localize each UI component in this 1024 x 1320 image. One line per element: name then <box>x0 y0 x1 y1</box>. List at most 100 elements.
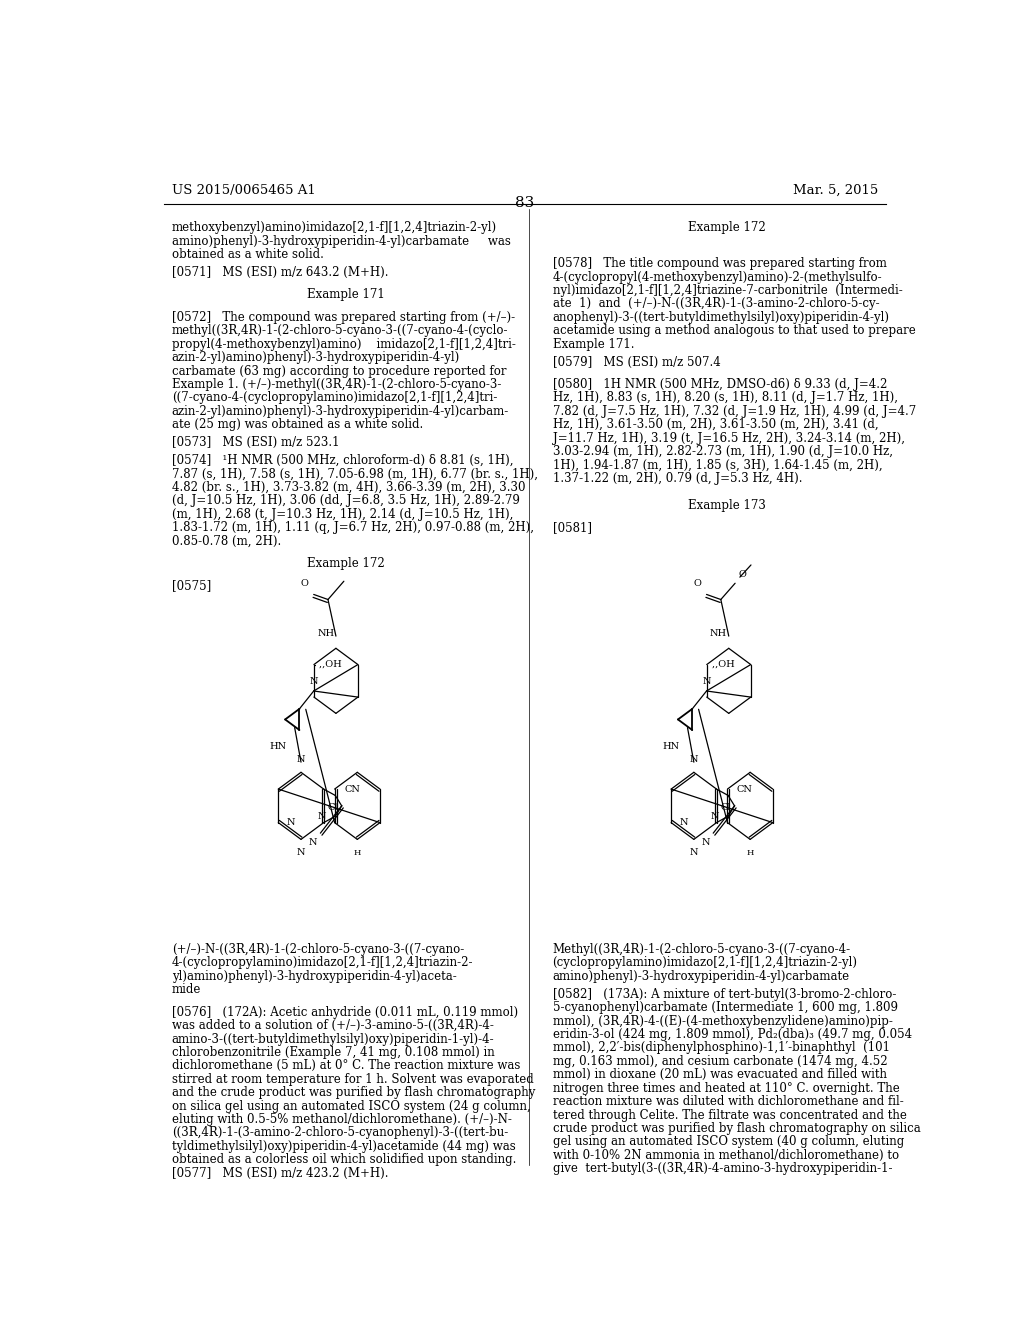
Text: [0574]   ¹H NMR (500 MHz, chloroform-d) δ 8.81 (s, 1H),: [0574] ¹H NMR (500 MHz, chloroform-d) δ … <box>172 454 513 467</box>
Text: Example 171.: Example 171. <box>553 338 634 351</box>
Text: Methyl((3R,4R)-1-(2-chloro-5-cyano-3-((7-cyano-4-: Methyl((3R,4R)-1-(2-chloro-5-cyano-3-((7… <box>553 942 851 956</box>
Text: stirred at room temperature for 1 h. Solvent was evaporated: stirred at room temperature for 1 h. Sol… <box>172 1073 534 1086</box>
Text: 5-cyanophenyl)carbamate (Intermediate 1, 600 mg, 1.809: 5-cyanophenyl)carbamate (Intermediate 1,… <box>553 1001 898 1014</box>
Text: was added to a solution of (+/–)-3-amino-5-((3R,4R)-4-: was added to a solution of (+/–)-3-amino… <box>172 1019 494 1032</box>
Text: O: O <box>693 579 701 589</box>
Text: N: N <box>689 755 698 764</box>
Text: [0577]   MS (ESI) m/z 423.2 (M+H).: [0577] MS (ESI) m/z 423.2 (M+H). <box>172 1167 388 1180</box>
Text: Example 1. (+/–)-methyl((3R,4R)-1-(2-chloro-5-cyano-3-: Example 1. (+/–)-methyl((3R,4R)-1-(2-chl… <box>172 378 501 391</box>
Text: nyl)imidazo[2,1-f][1,2,4]triazine-7-carbonitrile  (Intermedi-: nyl)imidazo[2,1-f][1,2,4]triazine-7-carb… <box>553 284 902 297</box>
Text: (+/–)-N-((3R,4R)-1-(2-chloro-5-cyano-3-((7-cyano-: (+/–)-N-((3R,4R)-1-(2-chloro-5-cyano-3-(… <box>172 942 464 956</box>
Text: N: N <box>287 818 295 828</box>
Text: N: N <box>689 847 698 857</box>
Text: Example 173: Example 173 <box>688 499 766 512</box>
Text: O: O <box>300 579 308 589</box>
Text: Hz, 1H), 8.83 (s, 1H), 8.20 (s, 1H), 8.11 (d, J=1.7 Hz, 1H),: Hz, 1H), 8.83 (s, 1H), 8.20 (s, 1H), 8.1… <box>553 391 898 404</box>
Text: and the crude product was purified by flash chromatography: and the crude product was purified by fl… <box>172 1086 535 1100</box>
Text: Example 171: Example 171 <box>307 289 385 301</box>
Text: (cyclopropylamino)imidazo[2,1-f][1,2,4]triazin-2-yl): (cyclopropylamino)imidazo[2,1-f][1,2,4]t… <box>553 957 857 969</box>
Text: acetamide using a method analogous to that used to prepare: acetamide using a method analogous to th… <box>553 325 915 338</box>
Text: HN: HN <box>663 742 680 751</box>
Text: give  tert-butyl(3-((3R,4R)-4-amino-3-hydroxypiperidin-1-: give tert-butyl(3-((3R,4R)-4-amino-3-hyd… <box>553 1162 892 1175</box>
Text: anophenyl)-3-((tert-butyldimethylsilyl)oxy)piperidin-4-yl): anophenyl)-3-((tert-butyldimethylsilyl)o… <box>553 312 890 323</box>
Text: J=11.7 Hz, 1H), 3.19 (t, J=16.5 Hz, 2H), 3.24-3.14 (m, 2H),: J=11.7 Hz, 1H), 3.19 (t, J=16.5 Hz, 2H),… <box>553 432 904 445</box>
Text: yl)amino)phenyl)-3-hydroxypiperidin-4-yl)aceta-: yl)amino)phenyl)-3-hydroxypiperidin-4-yl… <box>172 970 457 983</box>
Text: methyl((3R,4R)-1-(2-chloro-5-cyano-3-((7-cyano-4-(cyclo-: methyl((3R,4R)-1-(2-chloro-5-cyano-3-((7… <box>172 325 508 338</box>
Text: CN: CN <box>344 784 360 793</box>
Text: NH: NH <box>710 630 727 638</box>
Text: crude product was purified by flash chromatography on silica: crude product was purified by flash chro… <box>553 1122 921 1135</box>
Text: [0576]   (172A): Acetic anhydride (0.011 mL, 0.119 mmol): [0576] (172A): Acetic anhydride (0.011 m… <box>172 1006 518 1019</box>
Text: HN: HN <box>269 742 287 751</box>
Text: methoxybenzyl)amino)imidazo[2,1-f][1,2,4]triazin-2-yl): methoxybenzyl)amino)imidazo[2,1-f][1,2,4… <box>172 222 497 235</box>
Text: on silica gel using an automated ISCO system (24 g column,: on silica gel using an automated ISCO sy… <box>172 1100 530 1113</box>
Text: N: N <box>308 838 317 847</box>
Text: N: N <box>309 677 318 686</box>
Text: CN: CN <box>737 784 753 793</box>
Text: 1.83-1.72 (m, 1H), 1.11 (q, J=6.7 Hz, 2H), 0.97-0.88 (m, 2H),: 1.83-1.72 (m, 1H), 1.11 (q, J=6.7 Hz, 2H… <box>172 521 534 535</box>
Text: 4-(cyclopropylamino)imidazo[2,1-f][1,2,4]triazin-2-: 4-(cyclopropylamino)imidazo[2,1-f][1,2,4… <box>172 957 473 969</box>
Text: N: N <box>701 838 710 847</box>
Text: (d, J=10.5 Hz, 1H), 3.06 (dd, J=6.8, 3.5 Hz, 1H), 2.89-2.79: (d, J=10.5 Hz, 1H), 3.06 (dd, J=6.8, 3.5… <box>172 494 519 507</box>
Text: ,,​OH: ,,​OH <box>712 660 734 669</box>
Text: ((3R,4R)-1-(3-amino-2-chloro-5-cyanophenyl)-3-((tert-bu-: ((3R,4R)-1-(3-amino-2-chloro-5-cyanophen… <box>172 1126 508 1139</box>
Text: ate (25 mg) was obtained as a white solid.: ate (25 mg) was obtained as a white soli… <box>172 418 423 432</box>
Text: Hz, 1H), 3.61-3.50 (m, 2H), 3.61-3.50 (m, 2H), 3.41 (d,: Hz, 1H), 3.61-3.50 (m, 2H), 3.61-3.50 (m… <box>553 418 879 432</box>
Text: amino)phenyl)-3-hydroxypiperidin-4-yl)carbamate: amino)phenyl)-3-hydroxypiperidin-4-yl)ca… <box>553 970 850 983</box>
Text: 83: 83 <box>515 195 535 210</box>
Text: 1.37-1.22 (m, 2H), 0.79 (d, J=5.3 Hz, 4H).: 1.37-1.22 (m, 2H), 0.79 (d, J=5.3 Hz, 4H… <box>553 471 802 484</box>
Text: Cl: Cl <box>328 804 338 812</box>
Text: obtained as a colorless oil which solidified upon standing.: obtained as a colorless oil which solidi… <box>172 1154 516 1167</box>
Text: mmol), (3R,4R)-4-((E)-(4-methoxybenzylidene)amino)pip-: mmol), (3R,4R)-4-((E)-(4-methoxybenzylid… <box>553 1015 893 1027</box>
Text: H: H <box>353 849 361 857</box>
Text: eridin-3-ol (424 mg, 1.809 mmol), Pd₂(dba)₃ (49.7 mg, 0.054: eridin-3-ol (424 mg, 1.809 mmol), Pd₂(db… <box>553 1028 911 1041</box>
Text: NH: NH <box>317 630 334 638</box>
Text: [0581]: [0581] <box>553 521 592 535</box>
Text: amino)phenyl)-3-hydroxypiperidin-4-yl)carbamate     was: amino)phenyl)-3-hydroxypiperidin-4-yl)ca… <box>172 235 511 248</box>
Text: N: N <box>679 818 687 828</box>
Text: 0.85-0.78 (m, 2H).: 0.85-0.78 (m, 2H). <box>172 535 281 548</box>
Text: Example 172: Example 172 <box>688 222 766 235</box>
Text: mide: mide <box>172 983 201 997</box>
Text: mmol) in dioxane (20 mL) was evacuated and filled with: mmol) in dioxane (20 mL) was evacuated a… <box>553 1068 887 1081</box>
Text: azin-2-yl)amino)phenyl)-3-hydroxypiperidin-4-yl): azin-2-yl)amino)phenyl)-3-hydroxypiperid… <box>172 351 460 364</box>
Text: 4.82 (br. s., 1H), 3.73-3.82 (m, 4H), 3.66-3.39 (m, 2H), 3.30: 4.82 (br. s., 1H), 3.73-3.82 (m, 4H), 3.… <box>172 480 525 494</box>
Text: O: O <box>738 570 746 579</box>
Text: [0582]   (173A): A mixture of tert-butyl(3-bromo-2-chloro-: [0582] (173A): A mixture of tert-butyl(3… <box>553 987 896 1001</box>
Text: [0575]: [0575] <box>172 579 211 593</box>
Text: ((7-cyano-4-(cyclopropylamino)imidazo[2,1-f][1,2,4]tri-: ((7-cyano-4-(cyclopropylamino)imidazo[2,… <box>172 391 497 404</box>
Text: 7.82 (d, J=7.5 Hz, 1H), 7.32 (d, J=1.9 Hz, 1H), 4.99 (d, J=4.7: 7.82 (d, J=7.5 Hz, 1H), 7.32 (d, J=1.9 H… <box>553 405 915 417</box>
Text: Example 172: Example 172 <box>307 557 385 570</box>
Text: with 0-10% 2N ammonia in methanol/dichloromethane) to: with 0-10% 2N ammonia in methanol/dichlo… <box>553 1148 899 1162</box>
Text: reaction mixture was diluted with dichloromethane and fil-: reaction mixture was diluted with dichlo… <box>553 1096 903 1107</box>
Text: Cl: Cl <box>721 804 731 812</box>
Text: Mar. 5, 2015: Mar. 5, 2015 <box>793 183 878 197</box>
Text: mmol), 2,2′-bis(diphenylphosphino)-1,1′-binaphthyl  (101: mmol), 2,2′-bis(diphenylphosphino)-1,1′-… <box>553 1041 890 1055</box>
Text: [0579]   MS (ESI) m/z 507.4: [0579] MS (ESI) m/z 507.4 <box>553 355 720 368</box>
Text: [0571]   MS (ESI) m/z 643.2 (M+H).: [0571] MS (ESI) m/z 643.2 (M+H). <box>172 267 388 279</box>
Text: carbamate (63 mg) according to procedure reported for: carbamate (63 mg) according to procedure… <box>172 364 506 378</box>
Text: tered through Celite. The filtrate was concentrated and the: tered through Celite. The filtrate was c… <box>553 1109 906 1122</box>
Text: [0572]   The compound was prepared starting from (+/–)-: [0572] The compound was prepared startin… <box>172 312 515 323</box>
Text: 7.87 (s, 1H), 7.58 (s, 1H), 7.05-6.98 (m, 1H), 6.77 (br. s., 1H),: 7.87 (s, 1H), 7.58 (s, 1H), 7.05-6.98 (m… <box>172 467 538 480</box>
Text: propyl(4-methoxybenzyl)amino)    imidazo[2,1-f][1,2,4]tri-: propyl(4-methoxybenzyl)amino) imidazo[2,… <box>172 338 515 351</box>
Text: N: N <box>317 812 326 821</box>
Text: ,,​OH: ,,​OH <box>318 660 341 669</box>
Text: (m, 1H), 2.68 (t, J=10.3 Hz, 1H), 2.14 (d, J=10.5 Hz, 1H),: (m, 1H), 2.68 (t, J=10.3 Hz, 1H), 2.14 (… <box>172 508 513 520</box>
Text: H: H <box>746 849 754 857</box>
Text: 1H), 1.94-1.87 (m, 1H), 1.85 (s, 3H), 1.64-1.45 (m, 2H),: 1H), 1.94-1.87 (m, 1H), 1.85 (s, 3H), 1.… <box>553 458 883 471</box>
Text: nitrogen three times and heated at 110° C. overnight. The: nitrogen three times and heated at 110° … <box>553 1081 899 1094</box>
Text: azin-2-yl)amino)phenyl)-3-hydroxypiperidin-4-yl)carbam-: azin-2-yl)amino)phenyl)-3-hydroxypiperid… <box>172 405 509 417</box>
Text: [0580]   1H NMR (500 MHz, DMSO-d6) δ 9.33 (d, J=4.2: [0580] 1H NMR (500 MHz, DMSO-d6) δ 9.33 … <box>553 378 887 391</box>
Text: eluting with 0.5-5% methanol/dichloromethane). (+/–)-N-: eluting with 0.5-5% methanol/dichloromet… <box>172 1113 512 1126</box>
Text: mg, 0.163 mmol), and cesium carbonate (1474 mg, 4.52: mg, 0.163 mmol), and cesium carbonate (1… <box>553 1055 887 1068</box>
Text: N: N <box>702 677 711 686</box>
Text: tyldimethylsilyl)oxy)piperidin-4-yl)acetamide (44 mg) was: tyldimethylsilyl)oxy)piperidin-4-yl)acet… <box>172 1140 515 1152</box>
Text: N: N <box>710 812 719 821</box>
Text: [0578]   The title compound was prepared starting from: [0578] The title compound was prepared s… <box>553 257 887 271</box>
Text: obtained as a white solid.: obtained as a white solid. <box>172 248 324 261</box>
Text: amino-3-((tert-butyldimethylsilyl)oxy)piperidin-1-yl)-4-: amino-3-((tert-butyldimethylsilyl)oxy)pi… <box>172 1032 495 1045</box>
Text: [0573]   MS (ESI) m/z 523.1: [0573] MS (ESI) m/z 523.1 <box>172 436 339 449</box>
Text: N: N <box>297 847 305 857</box>
Text: chlorobenzonitrile (Example 7, 41 mg, 0.108 mmol) in: chlorobenzonitrile (Example 7, 41 mg, 0.… <box>172 1045 495 1059</box>
